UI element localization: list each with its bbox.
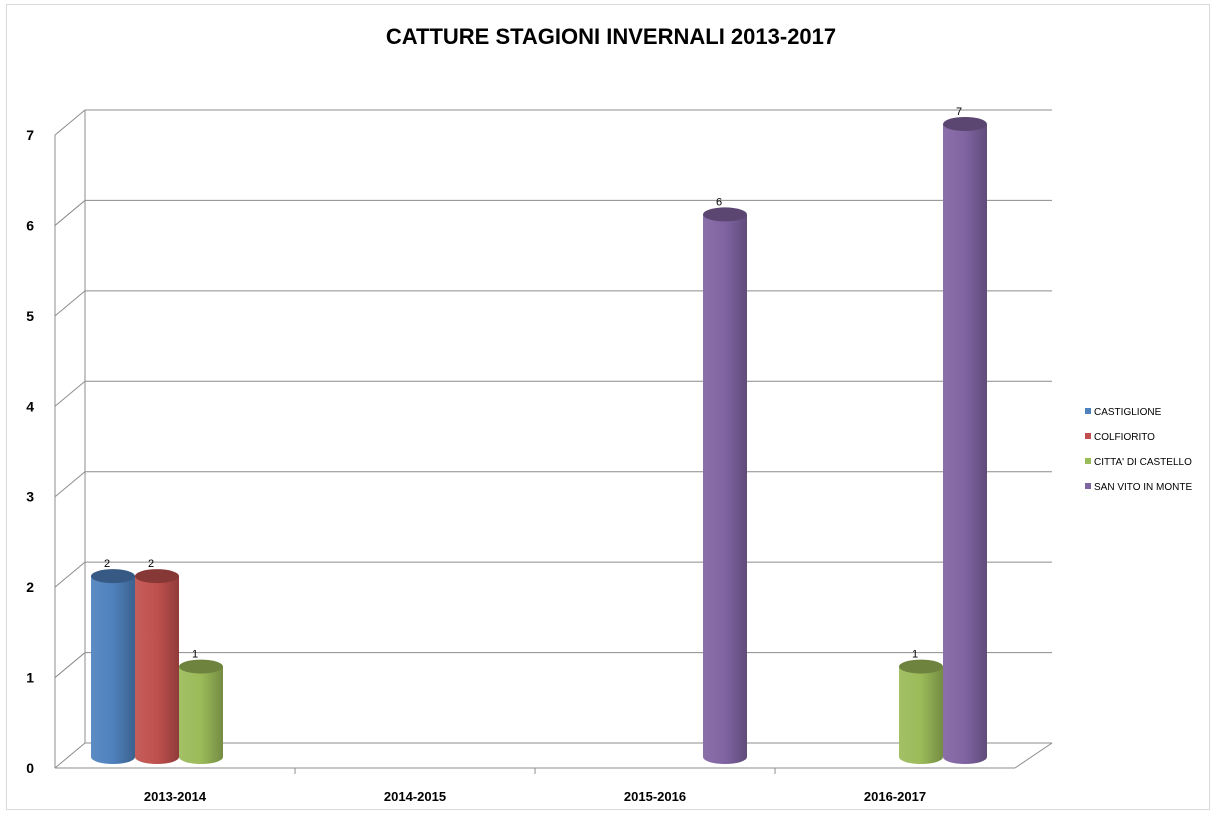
data-label: 2 [104, 558, 110, 570]
x-tick-label: 2016-2017 [864, 789, 926, 804]
gridline-side [54, 380, 86, 407]
data-label: 1 [912, 649, 918, 661]
data-label: 6 [716, 196, 722, 208]
data-label: 1 [192, 649, 198, 661]
y-tick-label: 0 [26, 760, 34, 776]
x-tick-label: 2013-2014 [144, 789, 207, 804]
data-label: 2 [148, 558, 154, 570]
x-tick-label: 2015-2016 [624, 789, 686, 804]
bar [179, 659, 223, 764]
y-tick-label: 2 [26, 579, 34, 595]
y-tick-label: 7 [26, 127, 34, 143]
legend-swatch [1085, 408, 1091, 414]
bar-body [943, 124, 987, 764]
legend-swatch [1085, 433, 1091, 439]
data-label: 7 [956, 106, 962, 118]
legend: CASTIGLIONE COLFIORITO CITTA' DI CASTELLO S… [1085, 407, 1192, 493]
y-tick-label: 5 [26, 308, 34, 324]
x-tick-label: 2014-2015 [384, 789, 446, 804]
legend-entry: SAN VITO IN MONTE [1094, 482, 1192, 493]
bar [135, 569, 179, 764]
floor-right-edge [1014, 742, 1053, 769]
chart-title: CATTURE STAGIONI INVERNALI 2013-2017 [386, 24, 836, 49]
bar [943, 117, 987, 764]
bar [91, 569, 135, 764]
legend-swatch [1085, 483, 1091, 489]
axes: 0 1 2 3 4 5 6 7 2013-2014 2014-2015 2015-2016 2016-… [26, 110, 1053, 804]
gridline-side [54, 652, 86, 678]
bar [703, 207, 747, 764]
legend-swatch [1085, 458, 1091, 464]
y-tick-label: 1 [26, 670, 34, 686]
gridline-side [54, 290, 86, 317]
data-labels: 2 2 1 6 1 7 [104, 106, 962, 661]
bar-top [703, 207, 747, 222]
gridlines [54, 109, 1052, 769]
bar [899, 659, 943, 764]
y-tick-label: 4 [26, 398, 34, 414]
y-tick-label: 6 [26, 217, 34, 233]
bar-top [91, 569, 135, 584]
gridline-side [54, 200, 86, 226]
y-tick-label: 3 [26, 489, 34, 505]
bar-top [943, 117, 987, 131]
bar-body [91, 576, 135, 764]
gridline-side [54, 471, 86, 498]
legend-entry: COLFIORITO [1094, 432, 1155, 443]
gridline-side [54, 561, 86, 588]
bar-top [135, 569, 179, 584]
legend-entry: CITTA' DI CASTELLO [1094, 457, 1192, 468]
bar-body [703, 214, 747, 764]
bars [91, 117, 987, 764]
bar-body [135, 576, 179, 764]
bar-body [899, 666, 943, 764]
gridline-side [54, 742, 86, 769]
gridline-side [54, 109, 86, 136]
bar-body [179, 666, 223, 764]
legend-entry: CASTIGLIONE [1094, 407, 1162, 418]
bar-top [899, 659, 943, 674]
bar-top [179, 659, 223, 674]
